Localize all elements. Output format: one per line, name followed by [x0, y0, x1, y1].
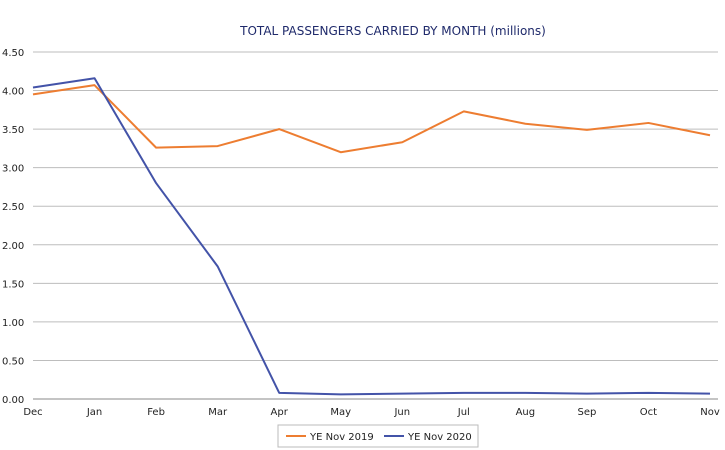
- x-tick-label: May: [330, 407, 351, 418]
- x-tick-label: Apr: [271, 407, 289, 418]
- y-tick-label: 0.50: [2, 356, 24, 367]
- legend-box: [277, 424, 479, 448]
- series-line-2020: [32, 77, 711, 396]
- x-tick-label: Jun: [393, 407, 410, 418]
- y-tick-label: 1.00: [2, 318, 24, 329]
- legend: YE Nov 2019 YE Nov 2020: [277, 424, 479, 448]
- y-axis-ticks: 0.00 0.50 1.00 1.50 2.00 2.50 3.00 3.50 4.00 4.50: [2, 48, 24, 406]
- series-line-2019: [32, 84, 711, 154]
- y-tick-label: 1.50: [2, 279, 24, 290]
- y-tick-label: 3.00: [2, 164, 24, 175]
- chart-title: TOTAL PASSENGERS CARRIED BY MONTH (milli…: [239, 24, 546, 38]
- y-tick-label: 4.50: [2, 48, 24, 59]
- series-lines: [32, 77, 711, 396]
- y-tick-label: 4.00: [2, 87, 24, 98]
- y-tick-label: 2.00: [2, 241, 24, 252]
- x-tick-label: Jan: [86, 407, 102, 418]
- x-tick-label: Jul: [457, 407, 470, 418]
- gridlines: [33, 51, 718, 400]
- x-axis-ticks: Dec Jan Feb Mar Apr May Jun Jul Aug Sep Oct Nov: [23, 407, 720, 418]
- x-tick-label: Oct: [640, 407, 657, 418]
- x-tick-label: Dec: [23, 407, 42, 418]
- y-tick-label: 0.00: [2, 395, 24, 406]
- x-tick-label: Aug: [516, 407, 536, 418]
- y-tick-label: 2.50: [2, 202, 24, 213]
- y-tick-label: 3.50: [2, 125, 24, 136]
- x-tick-label: Feb: [147, 407, 165, 418]
- x-tick-label: Mar: [208, 407, 228, 418]
- x-tick-label: Nov: [700, 407, 720, 418]
- legend-label-2020: YE Nov 2020: [407, 432, 472, 443]
- x-tick-label: Sep: [577, 407, 596, 418]
- legend-label-2019: YE Nov 2019: [309, 432, 374, 443]
